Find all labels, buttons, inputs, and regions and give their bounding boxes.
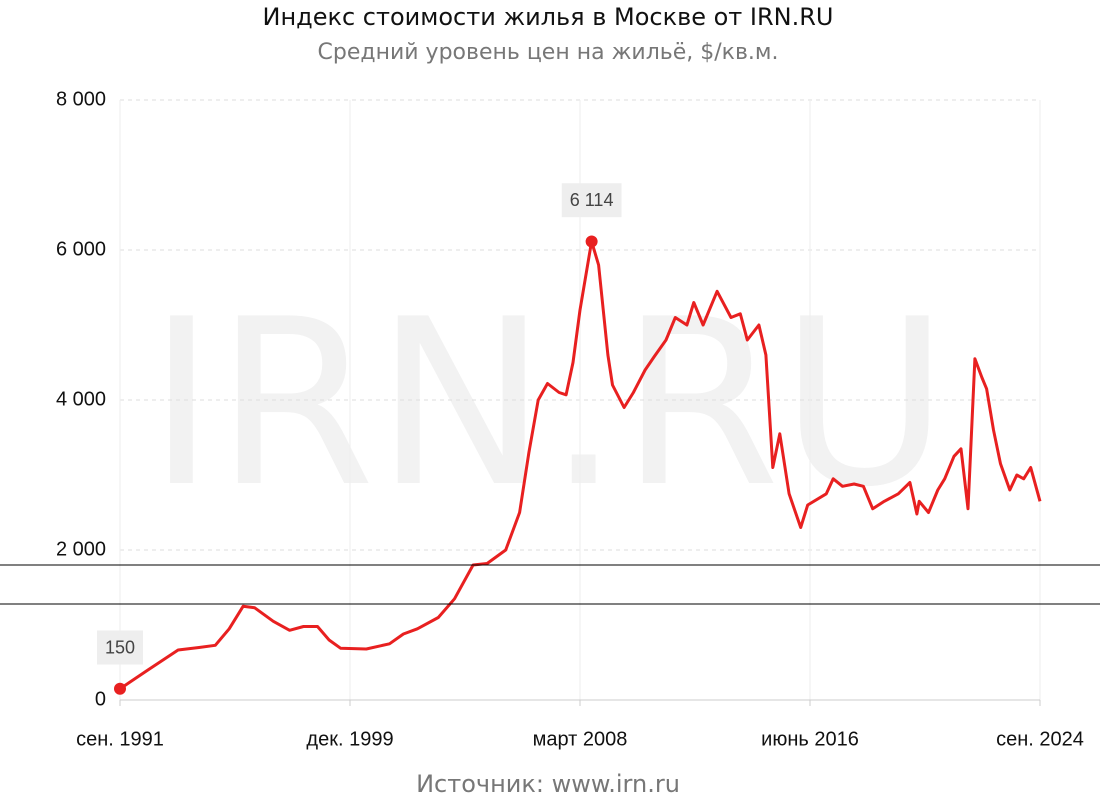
y-tick-label: 4 000 (56, 388, 106, 410)
data-label-bg (561, 183, 622, 218)
chart-title: Индекс стоимости жилья в Москве от IRN.R… (262, 3, 833, 31)
x-tick-label: дек. 1999 (306, 728, 393, 750)
watermark: IRN.RU (148, 271, 949, 538)
y-tick-label: 2 000 (56, 538, 106, 560)
data-label: 150 (105, 638, 135, 658)
chart-subtitle: Средний уровень цен на жильё, $/кв.м. (318, 40, 779, 65)
x-tick-label: июнь 2016 (761, 728, 859, 750)
line (119, 239, 1042, 691)
x-tick-label: сен. 2024 (996, 728, 1084, 750)
x-tick-label: сен. 1991 (76, 728, 164, 750)
y-tick-label: 8 000 (56, 88, 106, 110)
data-label-bg (96, 630, 144, 665)
y-tick-label: 6 000 (56, 238, 106, 260)
x-tick-label: март 2008 (533, 728, 628, 750)
data-point (585, 235, 598, 248)
data-label: 6 114 (570, 190, 614, 210)
y-tick-label: 0 (95, 688, 106, 710)
data-point (114, 682, 126, 695)
source: Источник: www.irn.ru (416, 770, 680, 798)
